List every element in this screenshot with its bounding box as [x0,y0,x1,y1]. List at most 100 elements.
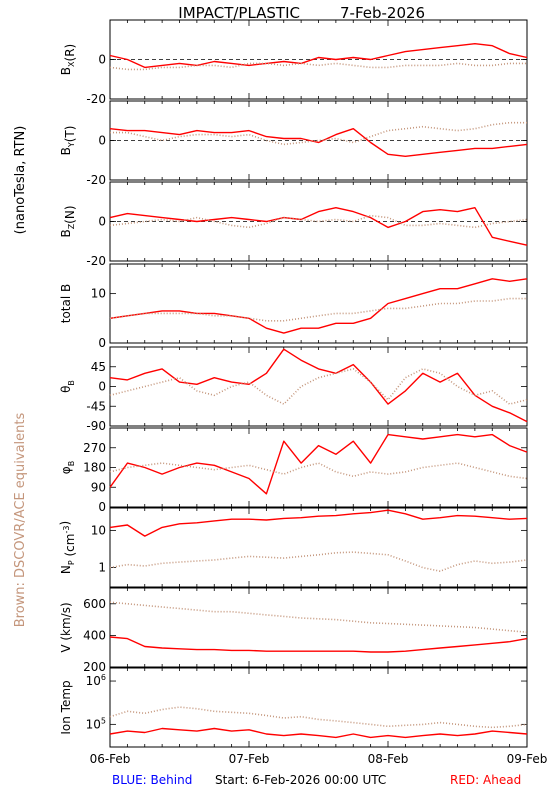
series-brown-bz [109,214,528,229]
panel-bz: 0 -20 BZ(N) [59,181,528,268]
series-brown-theta [109,368,528,405]
y-tick-label: 0 [98,53,106,67]
panel-label-np: NP (cm-3) [58,521,77,574]
panel-label-temp: Ion Temp [59,680,73,734]
y-tick-label: 0 [98,134,106,148]
chart-title: IMPACT/PLASTIC [178,4,300,22]
x-tick-label: 09-Feb [507,752,548,766]
label-script: -3 [62,526,71,534]
y-tick-label: 200 [83,660,106,674]
label-part: B [59,229,73,237]
brown-legend-label: Brown: DSCOVR/ACE equivalents [13,413,28,628]
y-tick-label: 45 [91,360,106,374]
x-tick-label: 07-Feb [229,752,270,766]
panel-phi: 270 180 90 0 φB [59,427,528,514]
panel-frame [109,507,528,588]
panel-frame [109,263,528,344]
label-script: Y [67,142,76,148]
panel-frame [109,19,528,100]
series-brown-temp [109,706,528,729]
x-tick-label: 08-Feb [368,752,409,766]
panel-by: 0 -20 BY(T) [59,100,528,187]
footer-ahead-label: RED: Ahead [450,773,521,787]
y-tick-label: 1 [98,561,106,575]
y-tick-label: 600 [83,597,106,611]
footer-behind-label: BLUE: Behind [112,773,192,787]
panel-label-phi: φB [59,461,76,474]
y-tick-label: 0 [98,215,106,229]
series-brown-np [109,551,528,573]
label-script: Z [67,223,76,229]
panel-label-v: V (km/s) [59,602,73,652]
y-tick-label: 270 [83,441,106,455]
panel-label-theta: θB [59,380,76,393]
panel-np: 10 1 NP (cm-3) [58,507,528,588]
y-tick-label: 180 [83,461,106,475]
label-part: Ion Temp [59,680,73,734]
y-tick-label: 0 [98,500,106,514]
panel-frame [109,346,528,427]
series-ahead-temp [109,727,528,739]
series-ahead-phi [109,433,528,495]
y-tick-label: 0 [98,336,106,350]
y-tick-exponent: 5 [101,716,106,725]
y-tick-label: 10 [91,287,106,301]
chart-date: 7-Feb-2026 [340,4,425,22]
label-part: B [59,147,73,155]
panel-label-bx: BX(R) [59,44,77,75]
series-ahead-np [109,509,528,537]
label-script: P [67,560,76,565]
series-ahead-by [109,127,528,158]
y-tick-label: 400 [83,628,106,642]
y-tick-label: 10 [91,523,106,537]
y-tick-label: 0 [98,380,106,394]
panel-label-by: BY(T) [59,126,77,156]
y-tick-label: -90 [86,419,106,433]
panel-frame [109,427,528,508]
series-ahead-bt [109,278,528,334]
series-ahead-v [109,636,528,653]
label-part: total B [59,284,73,324]
panel-frame [109,587,528,668]
label-part: (cm [63,534,77,561]
series-ahead-bx [109,43,528,69]
label-part: φ [59,466,73,474]
y-tick-label: -20 [86,92,106,106]
y-tick-label: -20 [86,173,106,187]
y-tick-exponent: 6 [101,673,106,682]
label-script: B [67,461,76,467]
label-part: B [59,67,73,75]
y-tick-label: -20 [86,254,106,268]
series-brown-bx [109,62,527,71]
panel-bx: 0 -20 BX(R) [59,19,528,106]
series-ahead-bz [109,206,528,246]
panel-theta: 45 0 -45 -90 θB [59,346,528,433]
series-ahead-theta [109,348,528,423]
label-script: X [67,61,76,67]
label-part: (T) [63,126,77,143]
label-part: (R) [63,44,77,62]
panel-label-bt: total B [59,284,73,324]
y-tick-label: -45 [86,399,106,413]
y-tick-label: 105 [86,716,106,731]
y-tick-label: 106 [86,673,106,688]
footer-start-label: Start: 6-Feb-2026 00:00 UTC [215,773,386,787]
units-label: (nanoTesla, RTN) [13,126,28,235]
label-part: ) [58,521,72,526]
label-script: B [67,380,76,386]
panel-label-bz: BZ(N) [59,205,77,237]
panel-v: 600 400 200 V (km/s) [59,587,528,674]
panel-frame [109,100,528,181]
y-tick-label: 90 [91,480,106,494]
panel-temp: 106 105 Ion Temp [59,667,528,748]
label-part: V (km/s) [59,602,73,652]
panel-bt: 10 0 total B [59,263,528,350]
series-brown-bt [109,297,527,322]
x-tick-label: 06-Feb [90,752,131,766]
label-part: θ [59,386,73,393]
label-part: N [59,565,73,574]
series-brown-v [109,601,528,633]
label-part: (N) [63,205,77,223]
